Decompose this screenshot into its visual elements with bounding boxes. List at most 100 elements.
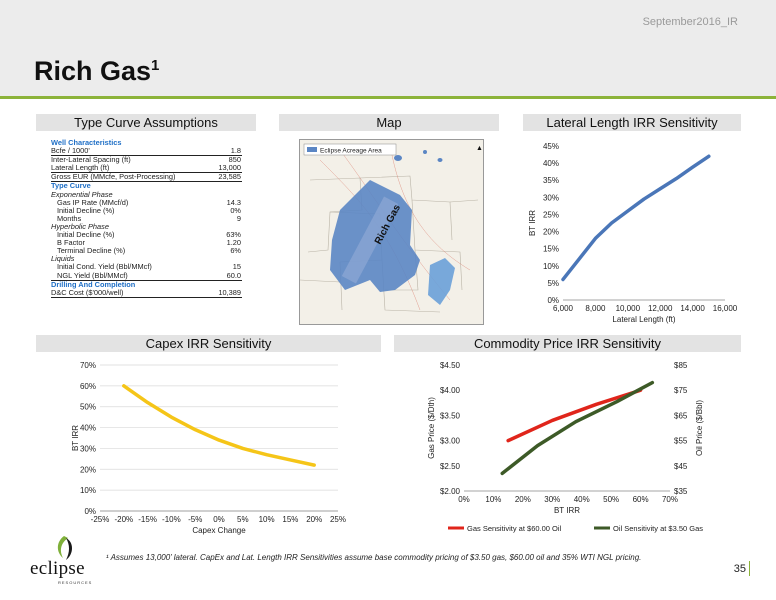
x-tick-label: -20% bbox=[114, 515, 133, 524]
y2-tick-label: $55 bbox=[674, 437, 688, 446]
commodity-irr-chart: $2.00 $2.50 $3.00 $3.50 $4.00 $4.50 $35 $45 $55 $… bbox=[427, 361, 704, 533]
table-row: Initial Cond. Yield (Bbl/MMcf) 15 bbox=[51, 263, 242, 271]
y-axis-title: BT IRR bbox=[528, 210, 537, 236]
x-tick-label: -10% bbox=[162, 515, 181, 524]
x-tick-label: 50% bbox=[603, 495, 619, 504]
row-label: Gross EUR (MMcfe, Post-Processing) bbox=[51, 172, 176, 182]
row-label: Type Curve bbox=[51, 181, 91, 191]
row-value bbox=[241, 281, 242, 289]
x-tick-label: 5% bbox=[237, 515, 249, 524]
row-label: Exponential Phase bbox=[51, 189, 113, 199]
table-row: Gas IP Rate (MMcf/d) 14.3 bbox=[51, 197, 242, 207]
table-row: Initial Decline (%) 0% bbox=[51, 205, 242, 215]
y-tick-label: 70% bbox=[80, 361, 96, 370]
legend-label: Gas Sensitivity at $60.00 Oil bbox=[467, 524, 562, 533]
table-row: Exponential Phase bbox=[51, 189, 242, 199]
header-band: September2016_IR Rich Gas1 bbox=[0, 0, 776, 96]
y-tick-label: 30% bbox=[80, 444, 96, 453]
row-value bbox=[241, 182, 242, 190]
row-label: Initial Decline (%) bbox=[57, 205, 115, 215]
x-axis-title: Lateral Length (ft) bbox=[612, 315, 675, 324]
row-label: Liquids bbox=[51, 254, 75, 264]
lateral-irr-chart: 0% 5% 10% 15% 20% 25% 30% 35% 40% 45% 6,000 8,000 10… bbox=[528, 142, 738, 324]
eclipse-logo-icon bbox=[57, 536, 72, 560]
row-value bbox=[241, 139, 242, 147]
y-tick-label: $3.00 bbox=[440, 437, 461, 446]
y-tick-label: 60% bbox=[80, 382, 96, 391]
row-label: Initial Cond. Yield (Bbl/MMcf) bbox=[57, 262, 152, 272]
rich-gas-band-icon bbox=[341, 196, 399, 284]
y-tick-label: $4.50 bbox=[440, 361, 461, 370]
footnote: ¹ Assumes 13,000’ lateral. CapEx and Lat… bbox=[106, 553, 642, 562]
row-label: Lateral Length (ft) bbox=[51, 163, 110, 173]
section-capex-header: Capex IRR Sensitivity bbox=[36, 335, 381, 352]
x-tick-label: 14,000 bbox=[680, 304, 705, 313]
row-value: 1.8 bbox=[230, 146, 241, 156]
x-tick-label: 10% bbox=[259, 515, 275, 524]
capex-irr-chart: 0% 10% 20% 30% 40% 50% 60% 70% -25% -20% -15% -10% -… bbox=[71, 361, 346, 535]
y-tick-label: 40% bbox=[80, 424, 96, 433]
y-tick-label: 20% bbox=[543, 228, 559, 237]
table-row: NGL Yield (Bbl/MMcf) 60.0 bbox=[51, 270, 242, 281]
x-tick-label: 70% bbox=[662, 495, 678, 504]
x-tick-label: 8,000 bbox=[585, 304, 606, 313]
y-tick-label: $3.50 bbox=[440, 411, 461, 420]
table-row: D&C Cost ($'000/well) 10,389 bbox=[51, 287, 242, 298]
logo-wordmark: eclipse bbox=[30, 558, 85, 579]
x-tick-label: 10,000 bbox=[616, 304, 641, 313]
legend-label: Oil Sensitivity at $3.50 Gas bbox=[613, 524, 703, 533]
y-tick-label: $2.00 bbox=[440, 487, 461, 496]
series-line-2 bbox=[500, 380, 655, 476]
x-tick-label: 60% bbox=[633, 495, 649, 504]
row-value: 60.0 bbox=[226, 270, 241, 280]
y-tick-label: 45% bbox=[543, 142, 559, 151]
row-value: 850 bbox=[228, 155, 241, 165]
row-label: Terminal Decline (%) bbox=[57, 246, 126, 256]
y-tick-label: $4.00 bbox=[440, 386, 461, 395]
y-tick-label: $2.50 bbox=[440, 462, 461, 471]
assumptions-table: Well Characteristics Bcfe / 1000' 1.8 Inter… bbox=[51, 138, 242, 298]
acreage-area-south-icon bbox=[428, 258, 455, 305]
table-row: Inter-Lateral Spacing (ft) 850 bbox=[51, 156, 242, 164]
section-lateral-header: Lateral Length IRR Sensitivity bbox=[523, 114, 741, 131]
x-tick-label: 40% bbox=[574, 495, 590, 504]
section-type-curve-header: Type Curve Assumptions bbox=[36, 114, 256, 131]
row-value: 10,389 bbox=[218, 287, 241, 297]
logo-subtitle: RESOURCES bbox=[58, 580, 93, 585]
row-label: Hyperbolic Phase bbox=[51, 221, 109, 231]
map-legend-box bbox=[303, 143, 397, 156]
row-label: D&C Cost ($'000/well) bbox=[51, 287, 124, 297]
row-label: Well Characteristics bbox=[51, 138, 122, 147]
x-tick-label: 16,000 bbox=[713, 304, 738, 313]
x-tick-label: 0% bbox=[458, 495, 470, 504]
y-axis-title: Gas Price ($/Dth) bbox=[427, 397, 436, 459]
series-line-1 bbox=[561, 154, 711, 282]
north-arrow-icon: ▲ bbox=[476, 145, 483, 152]
y-axis-title: BT IRR bbox=[71, 425, 80, 451]
x-tick-label: 20% bbox=[306, 515, 322, 524]
y-tick-label: 0% bbox=[547, 296, 559, 305]
row-value: 63% bbox=[226, 230, 241, 240]
x-tick-label: 12,000 bbox=[648, 304, 673, 313]
row-value: 1.20 bbox=[226, 238, 241, 248]
table-row: Initial Decline (%) 63% bbox=[51, 230, 242, 240]
acreage-map: Eclipse Acreage Area Rich Gas ▲ bbox=[299, 139, 484, 325]
legend-swatch-icon bbox=[307, 147, 317, 152]
row-label: Gas IP Rate (MMcf/d) bbox=[57, 197, 129, 207]
y-tick-label: 40% bbox=[543, 159, 559, 168]
table-row: Drilling And Completion bbox=[51, 280, 242, 289]
row-value: 14.3 bbox=[226, 197, 241, 207]
y2-tick-label: $85 bbox=[674, 361, 688, 370]
row-label: NGL Yield (Bbl/MMcf) bbox=[57, 270, 128, 280]
table-row: Months 9 bbox=[51, 214, 242, 223]
y2-tick-label: $75 bbox=[674, 386, 688, 395]
page-title: Rich Gas1 bbox=[34, 56, 160, 86]
x-tick-label: -25% bbox=[91, 515, 110, 524]
row-label: B Factor bbox=[57, 238, 85, 248]
y-tick-label: 10% bbox=[80, 486, 96, 495]
lake-icons bbox=[394, 150, 443, 162]
x-tick-label: 30% bbox=[544, 495, 560, 504]
row-value bbox=[241, 255, 242, 263]
y-tick-label: 25% bbox=[543, 210, 559, 219]
row-value: 13,000 bbox=[218, 163, 241, 173]
